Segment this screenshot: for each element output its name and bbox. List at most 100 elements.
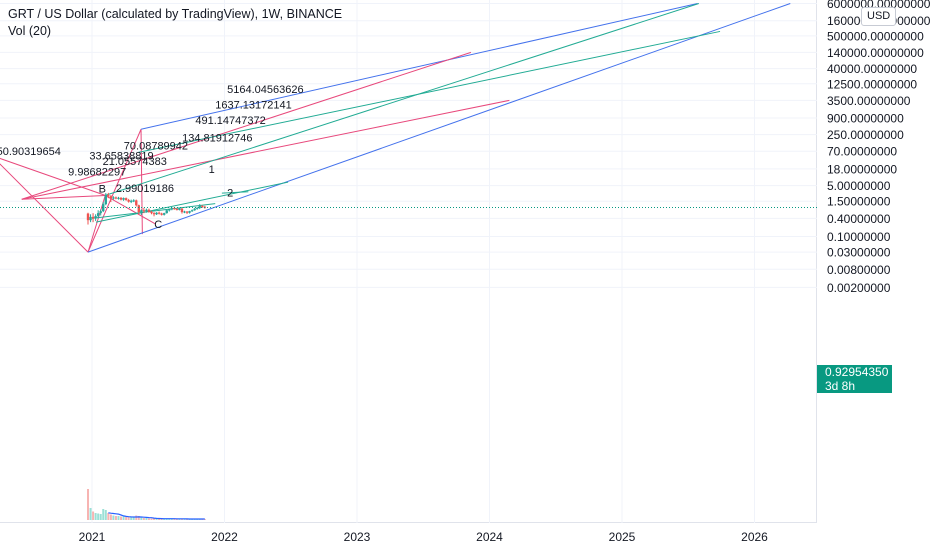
chart-canvas[interactable]: 50.90319654 5164.04563626 1637.13172141 491… xyxy=(0,0,817,523)
candle-body xyxy=(112,197,115,199)
candle-body xyxy=(145,209,148,212)
volume-bar xyxy=(175,519,178,520)
volume-bar xyxy=(99,514,102,520)
volume-bar xyxy=(104,510,107,520)
fib-level-label: 70.08789942 xyxy=(124,141,188,153)
fib-level-label: 2.99019186 xyxy=(116,183,174,195)
chart-plot-area[interactable]: 50.90319654 5164.04563626 1637.13172141 491… xyxy=(0,0,817,523)
candle-body xyxy=(180,208,184,213)
volume-indicator-label[interactable]: Vol (20) xyxy=(8,24,52,38)
candle-body xyxy=(190,210,194,212)
candle-body xyxy=(104,195,107,205)
volume-bar xyxy=(97,513,100,520)
candle-body xyxy=(193,208,196,211)
wave-2-line xyxy=(221,191,249,194)
volume-bar xyxy=(127,516,130,520)
currency-button[interactable]: USD xyxy=(861,7,897,26)
price-tick-label: 12500.00000000 xyxy=(827,77,917,91)
candle-body xyxy=(188,211,191,213)
candle-body xyxy=(201,205,204,207)
fib-level-label: 50.90319654 xyxy=(0,146,61,158)
fib-level-label: 21.05574383 xyxy=(103,156,167,168)
projection-line-pink-upper xyxy=(21,51,472,200)
volume-bar xyxy=(147,518,150,520)
price-tick-label: 40000.00000000 xyxy=(827,62,917,76)
wave-label: 2 xyxy=(227,187,233,199)
projection-line-peak-drop xyxy=(140,129,143,235)
candle-body xyxy=(168,209,171,211)
volume-bar xyxy=(160,518,163,520)
last-price-badge: 0.92954350 3d 8h xyxy=(817,365,892,393)
countdown-label: 3d 8h xyxy=(825,379,856,393)
candle-body xyxy=(157,212,161,214)
price-tick-label: 0.40000000 xyxy=(827,212,891,226)
candle-body xyxy=(135,200,138,206)
candle-body xyxy=(119,197,123,200)
channel-line xyxy=(91,203,216,219)
candle-body xyxy=(132,200,135,202)
volume-bar xyxy=(112,515,115,520)
wave-label: B xyxy=(99,184,106,196)
fib-level-label: 491.14747372 xyxy=(195,115,265,127)
volume-bar xyxy=(135,515,138,520)
fib-level-label: 134.81912746 xyxy=(182,132,252,144)
time-tick-label: 2022 xyxy=(211,530,238,544)
candle-body xyxy=(107,195,110,197)
projection-line-pink-lower xyxy=(21,99,510,200)
volume-bar xyxy=(178,519,181,520)
price-tick-label: 18.00000000 xyxy=(827,162,897,176)
wave-label: C xyxy=(154,219,162,231)
candle-body xyxy=(94,216,97,219)
candle-body xyxy=(165,210,168,214)
volume-bar xyxy=(163,519,166,520)
volume-bar xyxy=(107,513,110,520)
volume-bar xyxy=(89,508,92,520)
candle-body xyxy=(173,208,176,210)
candle-body xyxy=(102,204,105,212)
projection-line-teal-upper xyxy=(138,30,721,153)
volume-bar xyxy=(117,516,120,520)
candle-body xyxy=(198,205,201,208)
fib-level-label: 9.98682297 xyxy=(68,166,126,178)
volume-bar xyxy=(137,516,140,520)
price-axis-scale: 6000000.000000001600000.00000000500000.0… xyxy=(827,0,931,295)
time-tick-label: 2024 xyxy=(476,530,503,544)
price-axis[interactable]: 6000000.000000001600000.00000000500000.0… xyxy=(817,0,932,523)
candle-body xyxy=(160,213,163,215)
candle-body xyxy=(152,213,156,215)
price-tick-label: 0.10000000 xyxy=(827,230,891,244)
candle-body xyxy=(183,211,186,213)
price-tick-label: 500000.00000000 xyxy=(827,29,924,43)
candle-body xyxy=(155,212,158,215)
time-tick-label: 2025 xyxy=(609,530,636,544)
candle-body xyxy=(91,216,95,219)
volume-bar xyxy=(109,514,112,520)
price-tick-label: 1.50000000 xyxy=(827,195,891,209)
projection-line-teal-b xyxy=(105,3,700,196)
volume-bar xyxy=(158,518,161,520)
candle-body xyxy=(124,198,128,200)
volume-bar xyxy=(125,517,128,520)
candle-body xyxy=(137,205,140,213)
fib-level-label: 1637.13172141 xyxy=(215,99,291,111)
candle-body xyxy=(175,209,179,211)
wave-label: 1 xyxy=(209,164,215,176)
volume-bar xyxy=(114,516,117,520)
volume-bar xyxy=(155,518,158,520)
candle-body xyxy=(185,211,189,213)
projection-line-blue-top xyxy=(140,3,698,130)
candle-body xyxy=(114,197,118,199)
symbol-title: GRT / US Dollar (calculated by TradingVi… xyxy=(8,7,343,21)
fib-level-label: 5164.04563626 xyxy=(227,84,303,96)
candle-body xyxy=(147,209,151,212)
volume-bar xyxy=(150,518,153,520)
projection-line-a-peak xyxy=(87,129,142,253)
time-axis[interactable]: 2021 2022 2023 2024 2025 2026 xyxy=(0,523,817,550)
time-tick-label: 2026 xyxy=(741,530,768,544)
volume-bar xyxy=(120,516,123,520)
volume-ma-line xyxy=(108,512,205,520)
price-tick-label: 250.00000000 xyxy=(827,128,904,142)
time-tick-label: 2023 xyxy=(344,530,371,544)
volume-bar xyxy=(87,489,90,520)
volume-bar xyxy=(183,519,186,520)
